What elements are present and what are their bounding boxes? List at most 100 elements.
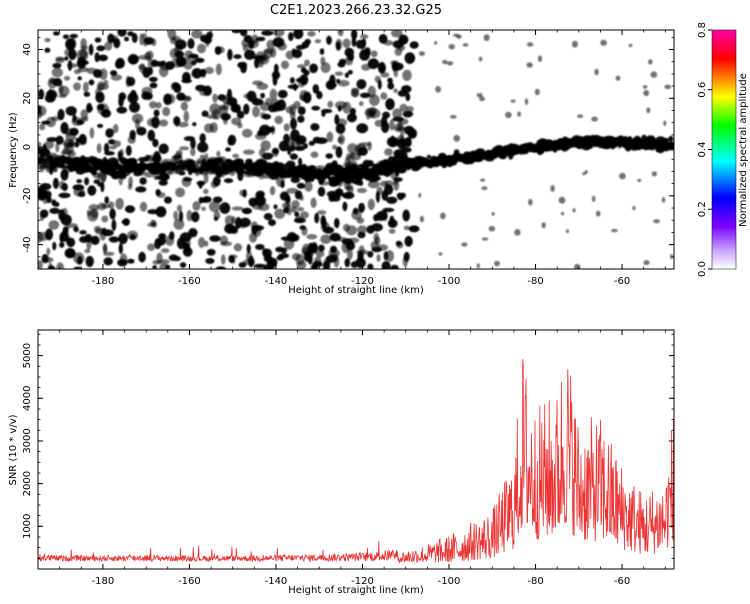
spectrogram-panel: -180 -160 -140 -120 -100 -80 -60 -40 -20 0 20 40 He… xyxy=(8,29,675,296)
heatmap-cell-679 xyxy=(407,130,416,138)
heatmap-cell-950 xyxy=(448,44,455,50)
heatmap-cell-303 xyxy=(280,60,290,70)
heatmap-cell-2372 xyxy=(480,149,485,156)
heatmap-cell-948 xyxy=(347,248,353,260)
heatmap-cell-806 xyxy=(348,237,360,243)
heatmap-cell-258 xyxy=(86,105,93,112)
colorbar-scale xyxy=(711,29,737,270)
heatmap-cell-337 xyxy=(314,256,322,265)
heatmap-cell-738 xyxy=(127,31,134,37)
heatmap-cell-627 xyxy=(296,64,306,69)
heatmap-cell-1343 xyxy=(330,163,340,168)
heatmap-cell-565 xyxy=(352,207,359,215)
heatmap-cell-2405 xyxy=(483,154,492,159)
heatmap-cell-141 xyxy=(326,35,332,45)
heatmap-cell-760 xyxy=(240,61,247,74)
heatmap-cell-439 xyxy=(298,157,303,166)
heatmap-cell-861 xyxy=(179,146,190,151)
heatmap-cell-617 xyxy=(235,217,242,229)
heatmap-cell-210 xyxy=(103,257,113,266)
heatmap-cell-2400 xyxy=(465,156,474,161)
heatmap-cell-626 xyxy=(173,116,181,126)
spectrogram-xlabel: Height of straight line (km) xyxy=(288,285,424,296)
heatmap-cell-857 xyxy=(342,101,352,114)
heatmap-cell-291 xyxy=(52,31,60,36)
heatmap-cell-356 xyxy=(319,48,325,55)
heatmap-cell-919 xyxy=(59,85,70,97)
heatmap-cell-133 xyxy=(77,76,82,81)
heatmap-cell-1009 xyxy=(566,229,569,234)
heatmap-cell-241 xyxy=(344,47,355,58)
heatmap-cell-340 xyxy=(66,63,79,68)
heatmap-cell-1413 xyxy=(232,153,240,159)
heatmap-cell-598 xyxy=(58,192,71,199)
heatmap-cell-2336 xyxy=(404,160,409,164)
colorbar-tick-label-1: 0.2 xyxy=(697,201,708,217)
heatmap-cell-342 xyxy=(320,62,331,73)
heatmap-cell-839 xyxy=(375,190,380,203)
heatmap-cell-127 xyxy=(306,234,318,240)
heatmap-cell-277 xyxy=(73,266,82,269)
heatmap-cell-1902 xyxy=(255,166,264,171)
heatmap-cell-1642 xyxy=(138,157,149,162)
heatmap-cell-961 xyxy=(461,242,468,247)
heatmap-cell-2373 xyxy=(660,145,667,150)
heatmap-cell-572 xyxy=(204,240,209,247)
spectrogram-xtick-label-5: -80 xyxy=(527,276,543,287)
heatmap-cell-580 xyxy=(231,30,241,34)
heatmap-cell-1859 xyxy=(38,159,43,165)
heatmap-cell-2402 xyxy=(525,145,534,151)
heatmap-cell-327 xyxy=(38,231,44,243)
heatmap-cell-240 xyxy=(206,248,216,256)
heatmap-cell-762 xyxy=(118,92,127,101)
snr-xtick-label-0: -180 xyxy=(92,576,115,587)
heatmap-cell-491 xyxy=(291,200,300,209)
heatmap-cell-892 xyxy=(200,197,209,203)
heatmap-cell-996 xyxy=(418,192,422,198)
heatmap-cell-875 xyxy=(355,39,366,49)
heatmap-cell-2335 xyxy=(578,139,587,145)
heatmap-cell-503 xyxy=(44,47,51,53)
heatmap-cell-2395 xyxy=(451,158,455,161)
heatmap-cell-336 xyxy=(124,205,136,214)
heatmap-cell-522 xyxy=(254,57,260,69)
heatmap-cell-890 xyxy=(49,207,61,214)
heatmap-cell-694 xyxy=(312,136,322,144)
heatmap-cell-684 xyxy=(290,129,300,142)
heatmap-cell-845 xyxy=(39,123,46,131)
heatmap-cell-2301 xyxy=(474,152,483,156)
heatmap-cell-797 xyxy=(62,34,70,39)
heatmap-cell-1789 xyxy=(223,166,229,173)
heatmap-cell-578 xyxy=(228,226,236,234)
heatmap-cell-769 xyxy=(168,254,179,261)
spectrogram-xtick-label-4: -100 xyxy=(438,276,461,287)
heatmap-cell-735 xyxy=(242,44,250,52)
heatmap-cell-1512 xyxy=(392,157,397,163)
heatmap-cell-1661 xyxy=(367,160,374,167)
heatmap-cell-732 xyxy=(110,70,118,76)
heatmap-cell-607 xyxy=(115,59,123,69)
heatmap-cell-582 xyxy=(117,30,127,37)
heatmap-cell-583 xyxy=(64,225,70,231)
heatmap-cell-398 xyxy=(84,177,90,186)
heatmap-cell-1281 xyxy=(237,169,245,175)
heatmap-cell-908 xyxy=(65,38,76,51)
heatmap-cell-656 xyxy=(197,141,209,153)
heatmap-cell-681 xyxy=(225,147,231,152)
heatmap-cell-290 xyxy=(129,101,140,113)
heatmap-cell-188 xyxy=(286,187,299,194)
heatmap-cell-564 xyxy=(392,108,403,119)
heatmap-cell-766 xyxy=(389,215,395,226)
heatmap-cell-856 xyxy=(346,184,354,195)
heatmap-cell-700 xyxy=(336,118,347,127)
heatmap-cell-566 xyxy=(325,153,333,159)
heatmap-cell-2420 xyxy=(547,142,554,147)
heatmap-cell-227 xyxy=(408,225,420,233)
heatmap-cell-499 xyxy=(203,188,209,195)
heatmap-cell-427 xyxy=(401,85,412,94)
heatmap-cell-1525 xyxy=(199,154,205,160)
heatmap-cell-265 xyxy=(304,38,311,46)
heatmap-cell-1002 xyxy=(537,55,543,62)
heatmap-cell-817 xyxy=(53,78,63,87)
